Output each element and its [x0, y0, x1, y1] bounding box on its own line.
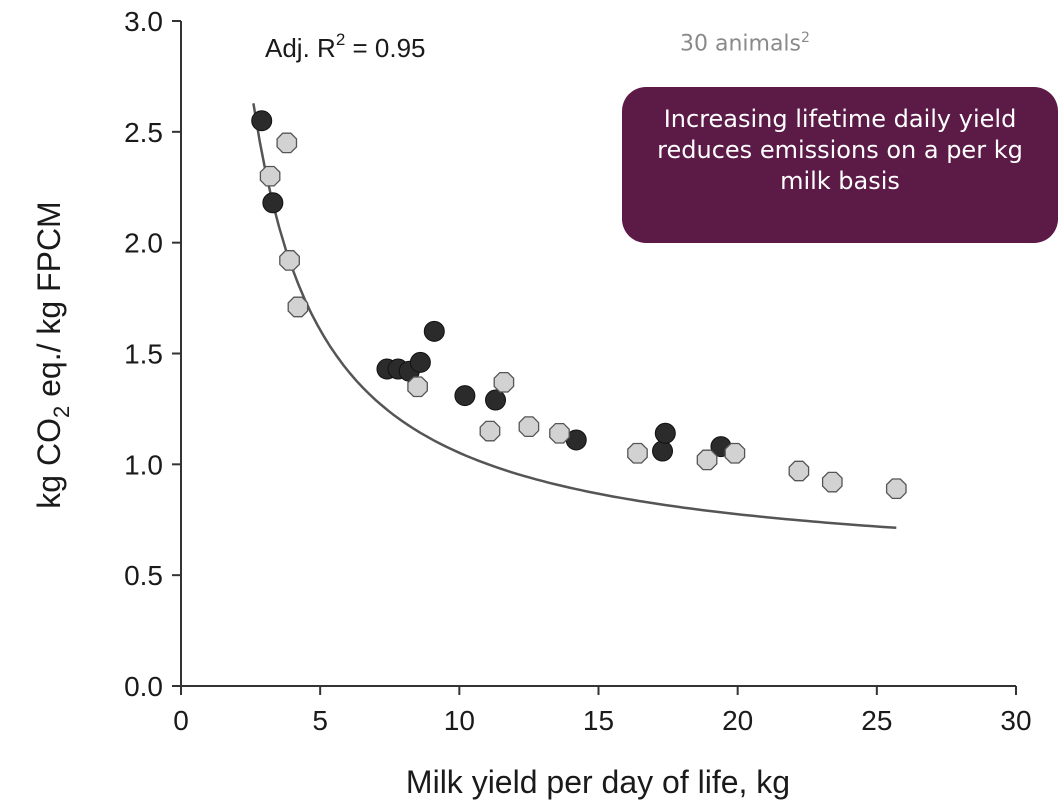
x-tick-label: 15 — [583, 705, 614, 736]
y-axis-label-subscript: 2 — [49, 406, 74, 418]
callout-text: Increasing lifetime daily yield reduces … — [657, 105, 1023, 195]
data-point-light — [885, 478, 907, 500]
r2-annotation: Adj. R2 = 0.95 — [265, 30, 426, 63]
y-tick-label: 1.5 — [124, 339, 163, 370]
x-tick-label: 20 — [722, 705, 753, 736]
y-tick-label: 1.0 — [124, 449, 163, 480]
y-tick-label: 3.0 — [124, 6, 163, 37]
data-point-dark — [652, 440, 674, 462]
data-point-dark — [654, 422, 676, 444]
data-point-light — [696, 449, 718, 471]
x-tick-label: 0 — [173, 705, 189, 736]
data-point-dark — [262, 192, 284, 214]
x-tick-label: 10 — [444, 705, 475, 736]
data-point-light — [407, 376, 428, 398]
y-tick-label: 2.5 — [124, 117, 163, 148]
data-point-light — [279, 250, 300, 271]
data-point-light — [549, 422, 570, 444]
x-tick-label: 30 — [1000, 705, 1031, 736]
data-point-light — [493, 371, 515, 393]
ticks: 0 5 10 15 20 25 30 0.0 0.5 1.0 1.5 2.0 2.5 3.0 — [124, 6, 1032, 736]
data-point-light — [287, 296, 309, 318]
x-tick-label: 5 — [312, 705, 328, 736]
x-tick-label: 25 — [861, 705, 892, 736]
data-point-dark — [251, 110, 273, 132]
data-point-light — [479, 420, 501, 442]
data-point-light — [276, 132, 298, 154]
y-axis-label: kg CO2 eq./ kg FPCM — [31, 201, 74, 508]
data-point-light — [788, 460, 810, 482]
callout-box: Increasing lifetime daily yield reduces … — [622, 87, 1058, 243]
data-point-dark — [485, 389, 507, 411]
r2-superscript: 2 — [336, 30, 345, 49]
data-point-light — [821, 471, 843, 493]
y-tick-label: 0.0 — [124, 671, 163, 702]
data-points — [251, 110, 907, 500]
x-axis-label: Milk yield per day of life, kg — [406, 764, 790, 800]
data-point-dark — [423, 320, 445, 342]
y-tick-label: 2.0 — [124, 228, 163, 259]
y-tick-label: 0.5 — [124, 560, 163, 591]
data-point-light — [724, 442, 746, 464]
data-point-dark — [409, 351, 431, 373]
data-point-light — [259, 165, 281, 187]
data-point-dark — [454, 385, 476, 407]
data-point-light — [627, 442, 648, 464]
data-point-light — [518, 416, 540, 438]
fit-curve — [252, 103, 897, 530]
